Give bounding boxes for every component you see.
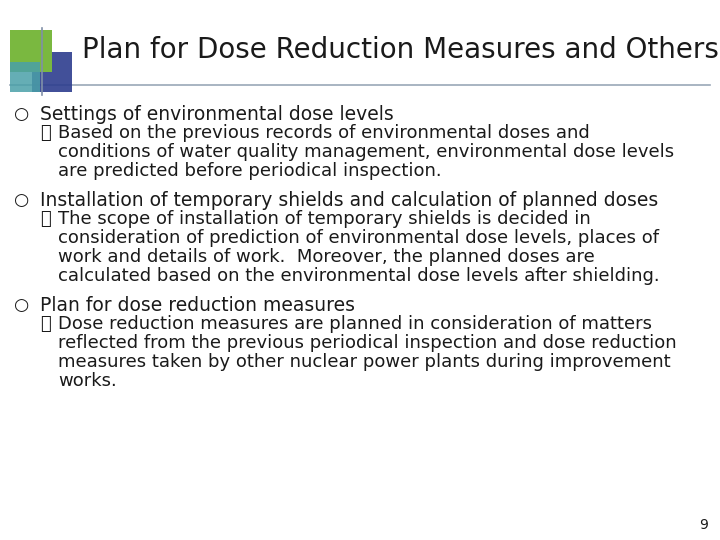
Text: ○: ○ xyxy=(14,296,30,314)
Text: are predicted before periodical inspection.: are predicted before periodical inspecti… xyxy=(58,162,441,180)
Text: ○: ○ xyxy=(14,191,30,209)
Text: calculated based on the environmental dose levels after shielding.: calculated based on the environmental do… xyxy=(58,267,660,285)
Text: The scope of installation of temporary shields is decided in: The scope of installation of temporary s… xyxy=(58,210,590,228)
Text: measures taken by other nuclear power plants during improvement: measures taken by other nuclear power pl… xyxy=(58,353,670,371)
Text: ・: ・ xyxy=(40,210,50,228)
Text: conditions of water quality management, environmental dose levels: conditions of water quality management, … xyxy=(58,143,674,161)
Text: work and details of work.  Moreover, the planned doses are: work and details of work. Moreover, the … xyxy=(58,248,595,266)
Text: Plan for dose reduction measures: Plan for dose reduction measures xyxy=(40,296,355,315)
Text: Installation of temporary shields and calculation of planned doses: Installation of temporary shields and ca… xyxy=(40,191,658,210)
Text: works.: works. xyxy=(58,372,117,390)
Text: ・: ・ xyxy=(40,124,50,142)
Bar xyxy=(10,30,52,72)
Text: reflected from the previous periodical inspection and dose reduction: reflected from the previous periodical i… xyxy=(58,334,677,352)
Text: Based on the previous records of environmental doses and: Based on the previous records of environ… xyxy=(58,124,590,142)
Text: Dose reduction measures are planned in consideration of matters: Dose reduction measures are planned in c… xyxy=(58,315,652,333)
Bar xyxy=(32,52,72,92)
Bar xyxy=(10,62,40,92)
Text: ・: ・ xyxy=(40,315,50,333)
Text: ○: ○ xyxy=(14,105,30,123)
Text: 9: 9 xyxy=(699,518,708,532)
Text: consideration of prediction of environmental dose levels, places of: consideration of prediction of environme… xyxy=(58,229,659,247)
Text: Settings of environmental dose levels: Settings of environmental dose levels xyxy=(40,105,394,124)
Text: Plan for Dose Reduction Measures and Others: Plan for Dose Reduction Measures and Oth… xyxy=(82,36,719,64)
